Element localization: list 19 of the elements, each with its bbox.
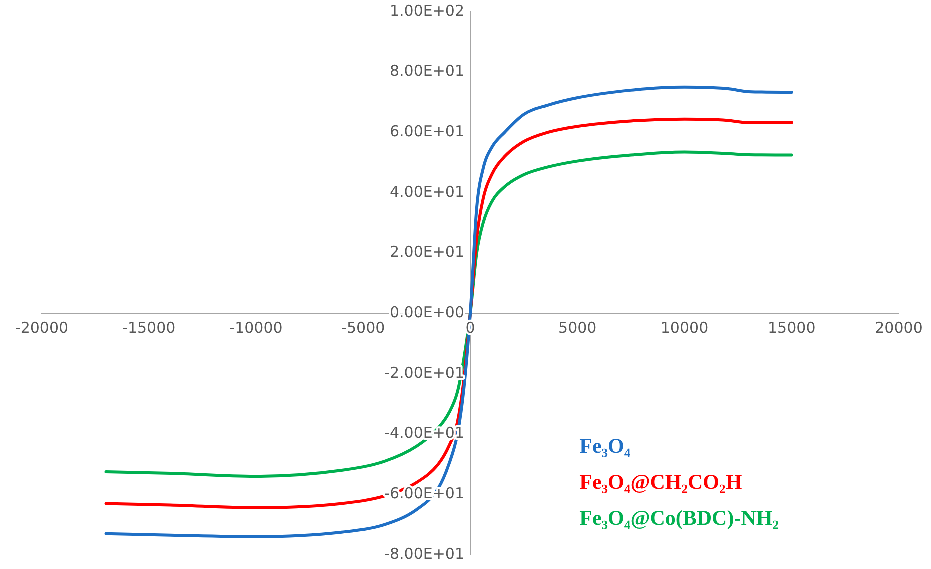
text: Fe₃O₄@CH₂CO₂H	[580, 470, 742, 494]
y-tick-label: 8.00E+01	[390, 62, 464, 80]
x-tick-label: 20000	[875, 319, 923, 338]
y-tick-label: 6.00E+01	[390, 122, 464, 141]
y-tick-label: 4.00E+01	[390, 182, 464, 201]
x-tick-label: -10000	[230, 319, 283, 338]
x-tick-label: -20000	[15, 319, 69, 338]
x-tick-label: -5000	[342, 319, 386, 338]
text: Fe₃O₄@Co(BDC)-NH₂	[580, 506, 780, 530]
x-tick-label: 0	[466, 319, 476, 338]
y-tick-label: 0.00E+00	[390, 304, 464, 322]
x-tick-label: 10000	[660, 319, 709, 338]
y-tick-label: 1.00E+02	[390, 2, 464, 20]
x-tick-label: -15000	[122, 319, 176, 338]
x-tick-label: 5000	[558, 319, 597, 338]
y-tick-label: 2.00E+01	[390, 243, 464, 262]
x-tick-label: 15000	[768, 319, 816, 338]
y-tick-label: -8.00E+01	[384, 544, 464, 563]
text: Fe₃O₄	[580, 434, 632, 458]
